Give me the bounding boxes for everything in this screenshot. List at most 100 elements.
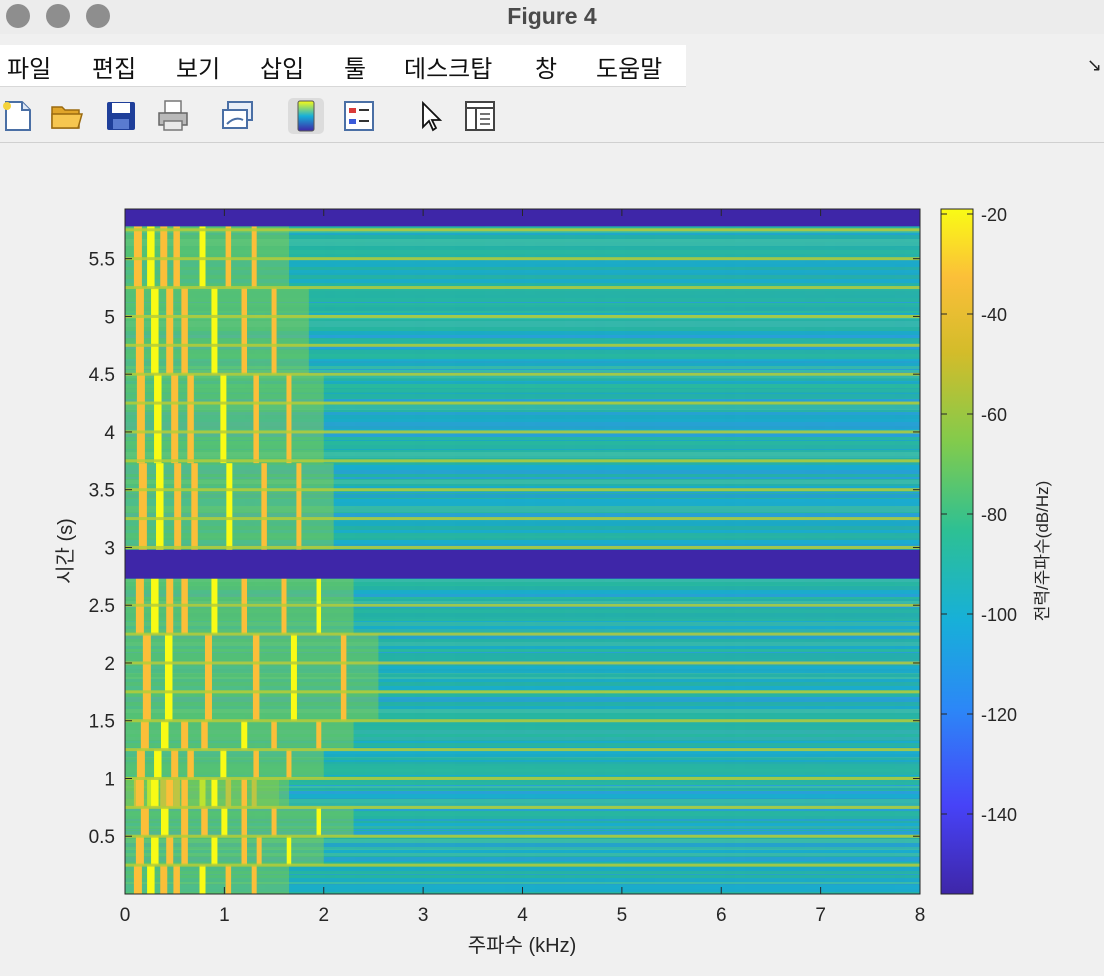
time-slice-noise xyxy=(125,267,920,270)
time-slice-noise xyxy=(125,699,920,702)
time-slice-noise xyxy=(125,389,920,392)
x-axis-label: 주파수 (kHz) xyxy=(468,934,577,957)
colorbar[interactable] xyxy=(940,208,974,895)
time-slice-noise xyxy=(125,433,920,437)
harmonic-band xyxy=(171,749,179,779)
time-slice-noise xyxy=(125,319,920,321)
maximize-window-icon[interactable] xyxy=(86,4,110,28)
y-tick-label: 2.5 xyxy=(89,596,115,617)
property-inspector-icon[interactable] xyxy=(462,98,498,134)
time-slice-noise xyxy=(125,715,920,718)
time-slice-noise xyxy=(125,811,920,812)
y-tick-label: 1.5 xyxy=(89,712,115,733)
time-slice-noise xyxy=(125,374,920,378)
time-slice-noise xyxy=(125,303,920,305)
time-slice-noise xyxy=(125,606,920,608)
menu-desktop[interactable]: 데스크탑 xyxy=(404,55,493,83)
time-slice-noise xyxy=(125,608,920,610)
harmonic-band xyxy=(138,463,147,550)
close-window-icon[interactable] xyxy=(6,4,30,28)
window-title: Figure 4 xyxy=(507,3,597,29)
time-slice-noise xyxy=(125,441,920,445)
minimize-window-icon[interactable] xyxy=(46,4,70,28)
time-slice-noise xyxy=(125,302,920,303)
time-slice-noise xyxy=(125,646,920,649)
time-slice-noise xyxy=(125,758,920,760)
time-slice-noise xyxy=(125,617,920,619)
y-tick-label: 5 xyxy=(104,307,115,328)
time-slice-noise xyxy=(125,665,920,666)
insert-colorbar-icon[interactable] xyxy=(288,98,324,134)
time-slice-noise xyxy=(125,871,920,873)
time-slice-noise xyxy=(125,772,920,775)
harmonic-band xyxy=(241,807,247,837)
time-slice-noise xyxy=(125,659,920,661)
time-slice-noise xyxy=(125,622,920,626)
harmonic-band xyxy=(199,865,206,894)
dock-arrow-icon[interactable]: ↘ xyxy=(1086,55,1102,76)
print-icon[interactable] xyxy=(155,98,191,134)
time-slice-noise xyxy=(125,502,920,506)
time-slice-noise xyxy=(125,291,920,295)
harmonic-band xyxy=(290,634,297,721)
harmonic-band xyxy=(340,634,347,721)
open-folder-icon[interactable] xyxy=(49,98,85,134)
menu-file[interactable]: 파일 xyxy=(7,55,52,83)
colorbar-tick-label: -20 xyxy=(981,205,1007,225)
time-slice-noise xyxy=(125,437,920,440)
pointer-icon[interactable] xyxy=(414,98,450,134)
x-tick-label: 6 xyxy=(716,905,727,926)
time-slice-noise xyxy=(125,651,920,652)
time-slice-noise xyxy=(125,445,920,449)
time-slice-noise xyxy=(125,532,920,533)
time-slice-noise xyxy=(125,847,920,849)
time-slice-noise xyxy=(125,480,920,484)
time-slice-noise xyxy=(125,398,920,399)
save-icon[interactable] xyxy=(103,98,139,134)
time-slice-noise xyxy=(125,875,920,878)
time-slice-noise xyxy=(125,816,920,819)
time-slice-noise xyxy=(125,669,920,671)
menu-view[interactable]: 보기 xyxy=(176,55,221,83)
time-slice-noise xyxy=(125,382,920,384)
time-slice-noise xyxy=(125,853,920,856)
time-slice-noise xyxy=(125,405,920,409)
harmonic-band xyxy=(251,226,257,288)
x-tick-label: 3 xyxy=(418,905,429,926)
link-plot-icon[interactable] xyxy=(220,98,256,134)
harmonic-region xyxy=(125,634,379,721)
harmonic-band xyxy=(154,374,162,464)
harmonic-band xyxy=(133,226,142,288)
menu-window[interactable]: 창 xyxy=(535,55,558,83)
spectrogram-plot[interactable]: 0 1 2 3 4 5 6 7 8 0.5 1 1.5 2 2.5 3 3.5 4 4.5 5 5.5 주파수 (k… xyxy=(0,143,1104,976)
time-slice-noise xyxy=(125,599,920,601)
time-slice-noise xyxy=(125,388,920,389)
figure-area: 0 1 2 3 4 5 6 7 8 0.5 1 1.5 2 2.5 3 3.5 4 4.5 5 5.5 주파수 (k… xyxy=(0,143,1104,976)
time-slice-noise xyxy=(125,346,920,349)
time-slice-noise xyxy=(125,419,920,422)
harmonic-band xyxy=(211,836,218,866)
menu-insert[interactable]: 삽입 xyxy=(260,55,305,83)
x-tick-label: 4 xyxy=(517,905,528,926)
x-axis-ticks: 0 1 2 3 4 5 6 7 8 xyxy=(120,209,925,926)
onset-line xyxy=(125,863,920,867)
insert-legend-icon[interactable] xyxy=(341,98,377,134)
menu-tools[interactable]: 툴 xyxy=(344,55,367,83)
time-slice-noise xyxy=(125,874,920,875)
time-slice-noise xyxy=(125,295,920,298)
time-slice-noise xyxy=(125,234,920,235)
time-slice-noise xyxy=(125,882,920,884)
onset-line xyxy=(125,661,920,665)
time-slice-noise xyxy=(125,392,920,393)
time-slice-noise xyxy=(125,653,920,656)
time-slice-noise xyxy=(125,666,920,669)
menu-help[interactable]: 도움말 xyxy=(596,55,663,83)
harmonic-band xyxy=(166,778,174,808)
time-slice-noise xyxy=(125,750,920,754)
time-slice-noise xyxy=(125,246,920,247)
time-slice-noise xyxy=(125,799,920,803)
harmonic-band xyxy=(151,836,159,866)
menu-edit[interactable]: 편집 xyxy=(92,55,137,83)
time-slice-noise xyxy=(125,486,920,489)
new-figure-icon[interactable] xyxy=(0,98,36,134)
